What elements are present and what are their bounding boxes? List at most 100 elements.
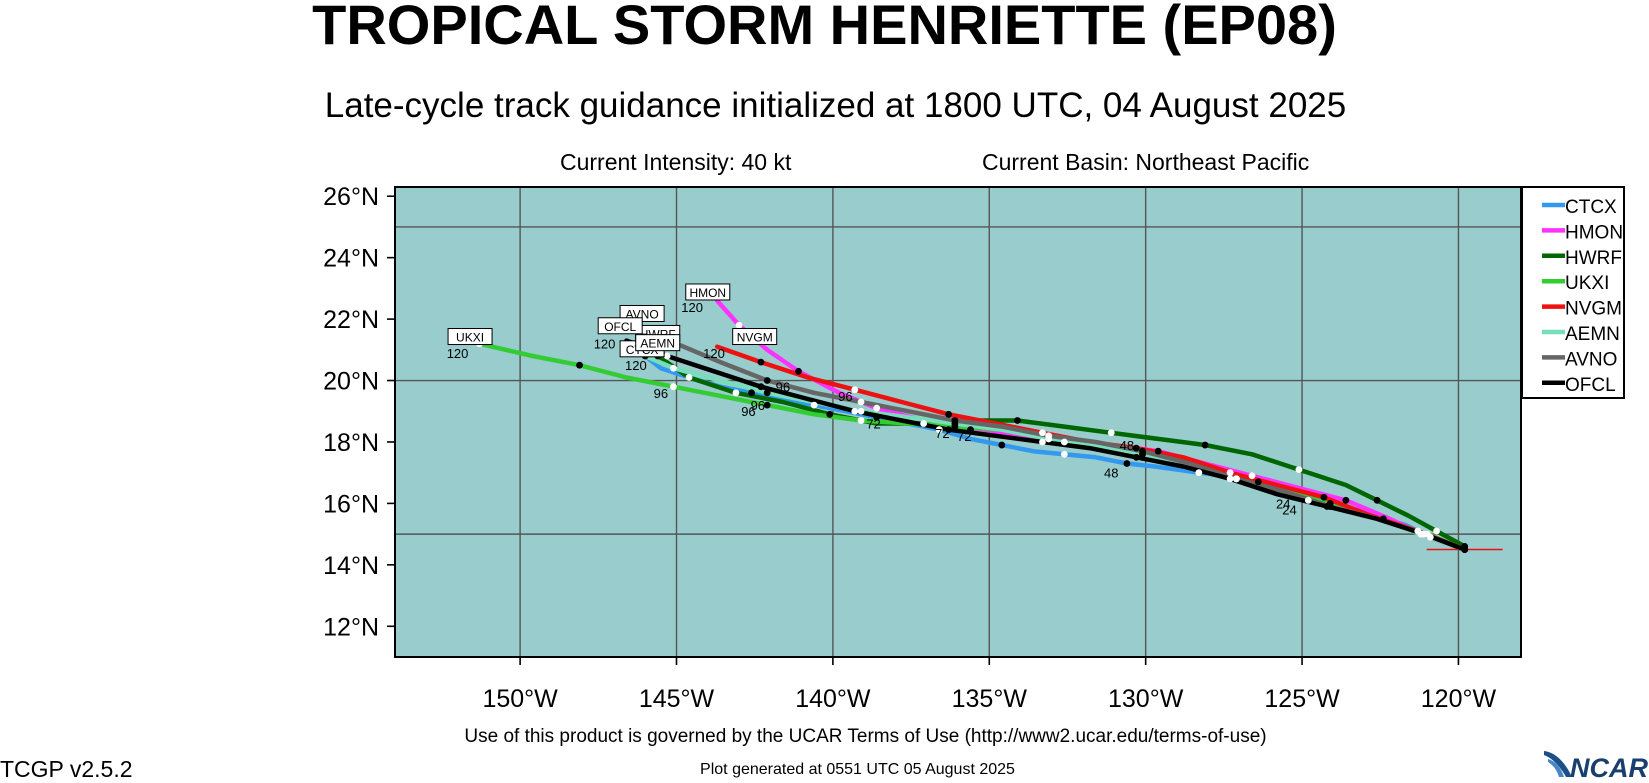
track-point-ctcx	[685, 374, 693, 381]
forecast-hour-label: 120	[681, 300, 703, 315]
y-tick-label: 16°N	[323, 490, 379, 518]
track-point-nvgm	[851, 386, 859, 394]
x-tick-label: 125°W	[1264, 685, 1340, 713]
track-point-ctcx	[1379, 515, 1387, 523]
current-intensity: Current Intensity: 40 kt	[560, 149, 792, 175]
legend-label-nvgm: NVGM	[1565, 299, 1622, 320]
track-point-hwrf	[826, 410, 834, 418]
legend-box	[1521, 186, 1625, 399]
track-point-ofcl	[851, 407, 859, 415]
track-point-ctcx	[810, 401, 818, 409]
track-point-aemn	[857, 407, 865, 415]
track-point-hmon	[1060, 438, 1068, 446]
track-point-ukxi	[857, 417, 865, 424]
track-point-hmon	[1248, 472, 1256, 480]
track-point-ofcl	[945, 426, 953, 434]
track-point-ukxi	[763, 401, 771, 409]
track-labels: 24487296120CTCX120HMON4872HWRF2496120UKX…	[447, 283, 1297, 518]
track-point-hwrf	[732, 389, 740, 397]
track-point-nvgm	[757, 358, 765, 366]
track-end-label: NVGM	[737, 331, 773, 345]
track-point-ctcx	[1060, 450, 1068, 458]
y-tick-label: 26°N	[323, 183, 379, 211]
track-point-ctcx	[935, 426, 943, 434]
track-point-ofcl	[663, 352, 671, 360]
ncar-logo-text: NCAR	[1570, 753, 1648, 780]
x-tick-label: 140°W	[795, 685, 871, 713]
track-end-label: UKXI	[456, 331, 484, 345]
forecast-hour-label: 120	[447, 346, 469, 361]
track-point-ofcl	[757, 383, 765, 391]
forecast-hour-label: 72	[935, 426, 949, 441]
track-point-aemn	[669, 364, 677, 372]
track-end-box	[447, 328, 493, 346]
y-tick-label: 24°N	[323, 245, 379, 273]
track-point-ukxi	[669, 383, 677, 391]
track-point-hwrf	[1107, 429, 1115, 437]
track-point-nvgm	[1132, 444, 1140, 452]
forecast-hour-label: 24	[1282, 503, 1296, 518]
track-point-ctcx	[873, 413, 881, 421]
chart-subtitle: Late-cycle track guidance initialized at…	[324, 86, 1347, 125]
track-point-ukxi	[576, 361, 583, 369]
track-end-box	[597, 317, 643, 335]
forecast-hour-label: 96	[741, 404, 755, 419]
track-point-aemn	[763, 389, 771, 397]
map-frame	[394, 186, 1522, 658]
track-point-nvgm	[1226, 469, 1234, 477]
y-tick-label: 14°N	[323, 552, 379, 580]
track-point-nvgm	[1320, 493, 1328, 501]
forecast-hour-label: 120	[594, 337, 616, 352]
forecast-hour-label: 24	[1276, 496, 1290, 511]
track-point-ofcl	[1039, 438, 1046, 446]
track-point-avno	[1045, 432, 1053, 440]
forecast-hour-label: 96	[776, 380, 790, 395]
track-point-avno	[1232, 475, 1240, 483]
forecast-hour-label: 48	[1104, 466, 1118, 481]
track-point-ctcx	[1195, 469, 1203, 477]
track-point-avno	[1139, 447, 1146, 455]
terms-of-use: Use of this product is governed by the U…	[464, 726, 1267, 747]
legend-label-aemn: AEMN	[1565, 324, 1620, 345]
ncar-logo-swoosh-icon	[1544, 751, 1572, 777]
forecast-hour-label: 120	[625, 358, 647, 373]
track-point-avno	[951, 417, 959, 424]
x-tick-label: 145°W	[639, 685, 715, 713]
track-point-ctcx	[1304, 496, 1312, 504]
x-tick-label: 130°W	[1108, 685, 1184, 713]
forecast-hour-label: 96	[654, 386, 668, 401]
chart-title: TROPICAL STORM HENRIETTE (EP08)	[312, 0, 1337, 56]
x-tick-label: 135°W	[952, 685, 1028, 713]
track-lines	[476, 298, 1503, 553]
track-point-nvgm	[945, 410, 953, 418]
ncar-logo-swoosh2-icon	[1548, 759, 1564, 777]
track-point-ofcl	[1420, 530, 1428, 538]
current-basin: Current Basin: Northeast Pacific	[982, 149, 1310, 175]
track-point-ofcl	[1461, 546, 1469, 553]
track-point-hwrf	[1295, 466, 1303, 474]
x-tick-label: 150°W	[482, 685, 558, 713]
track-point-ctcx	[1123, 460, 1131, 467]
track-point-ofcl	[1323, 503, 1331, 510]
version-label: TCGP v2.5.2	[0, 756, 133, 782]
legend-label-hmon: HMON	[1565, 222, 1623, 243]
legend: CTCX HMON HWRF UKXI NVGM AEMN AVNO OFCL	[1521, 186, 1625, 399]
track-point-ctcx	[1254, 478, 1262, 486]
track-point-hwrf	[1014, 417, 1021, 424]
track-point-avno	[763, 377, 771, 384]
legend-label-hwrf: HWRF	[1565, 248, 1622, 269]
forecast-hour-label: 96	[751, 398, 765, 413]
track-end-box	[732, 328, 778, 346]
forecast-hour-label: 48	[1120, 438, 1134, 453]
track-point-hmon	[967, 426, 974, 434]
legend-label-ofcl: OFCL	[1565, 375, 1616, 396]
track-end-label: HMON	[689, 286, 726, 300]
forecast-hour-label: 72	[866, 417, 880, 432]
x-tick-label: 120°W	[1421, 685, 1497, 713]
track-end-box	[635, 334, 681, 352]
track-point-ctcx	[748, 389, 755, 397]
track-point-ofcl	[1226, 475, 1234, 483]
forecast-hour-label: 96	[838, 389, 852, 404]
generated-time: Plot generated at 0551 UTC 05 August 202…	[700, 761, 1015, 778]
